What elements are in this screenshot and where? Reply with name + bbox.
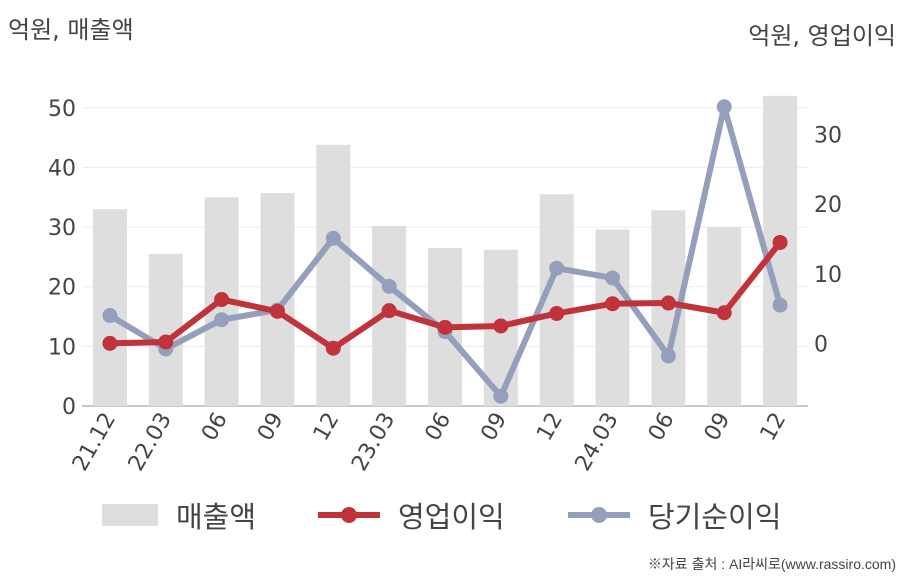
- legend-item-net-income: 당기순이익: [568, 490, 781, 540]
- legend-label-net-income: 당기순이익: [648, 500, 782, 534]
- left-tick-label: 50: [48, 97, 76, 122]
- x-tick-label: 22.03: [124, 409, 177, 476]
- point-net-income: [493, 388, 509, 404]
- x-tick-label: 24.03: [571, 409, 624, 476]
- legend-label-operating-profit: 영업이익: [398, 500, 505, 534]
- x-tick-label: 06: [644, 409, 680, 446]
- x-tick-label: 09: [700, 409, 736, 446]
- point-operating-profit: [102, 335, 118, 351]
- point-operating-profit: [493, 318, 509, 334]
- left-axis-ticks: 0 10 20 30 40 50: [48, 97, 76, 420]
- right-tick-label: 10: [814, 263, 842, 288]
- point-operating-profit: [772, 234, 788, 250]
- x-axis-ticks: 21.12 22.03 06 09 12 23.03 06 09 12 24.03 06 09 12: [68, 409, 791, 476]
- point-net-income: [381, 278, 397, 294]
- point-net-income: [660, 348, 676, 364]
- legend-swatch-sales: [102, 504, 158, 526]
- right-axis-unit: 억원, 영업이익: [748, 22, 896, 50]
- x-tick-label: 23.03: [347, 409, 400, 476]
- bar-series: [92, 95, 798, 406]
- source-credit: ※자료 출처 : AI라씨로(www.rassiro.com): [647, 556, 896, 572]
- x-tick-label: 06: [197, 409, 233, 446]
- right-tick-label: 30: [814, 124, 842, 149]
- left-axis-unit: 억원, 매출액: [8, 16, 134, 44]
- point-net-income: [549, 260, 565, 276]
- bar-sales: [316, 144, 351, 406]
- bar-sales: [763, 95, 798, 406]
- legend-item-sales: 매출액: [102, 490, 256, 540]
- right-tick-label: 20: [814, 193, 842, 218]
- point-operating-profit: [716, 305, 732, 321]
- point-operating-profit: [605, 296, 621, 312]
- chart-legend: 매출액 영업이익 당기순이익: [0, 490, 908, 540]
- x-tick-label: 09: [476, 409, 512, 446]
- x-tick-label: 12: [756, 409, 792, 446]
- x-tick-label: 12: [532, 409, 568, 446]
- point-operating-profit: [325, 340, 341, 356]
- right-axis-ticks: 0 10 20 30: [814, 124, 842, 358]
- legend-swatch-net-income: [568, 504, 630, 526]
- left-tick-label: 40: [48, 156, 76, 181]
- left-tick-label: 20: [48, 276, 76, 301]
- point-net-income: [325, 230, 341, 246]
- point-operating-profit: [437, 319, 453, 335]
- point-operating-profit: [660, 295, 676, 311]
- point-net-income: [214, 312, 230, 328]
- point-net-income: [716, 99, 732, 115]
- bar-sales: [595, 229, 630, 406]
- left-tick-label: 0: [62, 395, 76, 420]
- line-series: [102, 99, 788, 404]
- x-tick-label: 12: [309, 409, 345, 446]
- legend-swatch-operating-profit: [318, 504, 380, 526]
- point-operating-profit: [214, 292, 230, 308]
- legend-item-operating-profit: 영업이익: [318, 490, 505, 540]
- point-operating-profit: [269, 303, 285, 319]
- left-tick-label: 10: [48, 335, 76, 360]
- point-net-income: [772, 297, 788, 313]
- x-tick-label: 06: [421, 409, 457, 446]
- point-operating-profit: [549, 305, 565, 321]
- right-tick-label: 0: [814, 332, 828, 357]
- left-tick-label: 30: [48, 216, 76, 241]
- point-net-income: [102, 308, 118, 324]
- point-operating-profit: [158, 334, 174, 350]
- point-operating-profit: [381, 303, 397, 319]
- legend-label-sales: 매출액: [176, 500, 257, 534]
- point-net-income: [605, 270, 621, 286]
- x-tick-label: 09: [253, 409, 289, 446]
- bar-sales: [92, 209, 127, 406]
